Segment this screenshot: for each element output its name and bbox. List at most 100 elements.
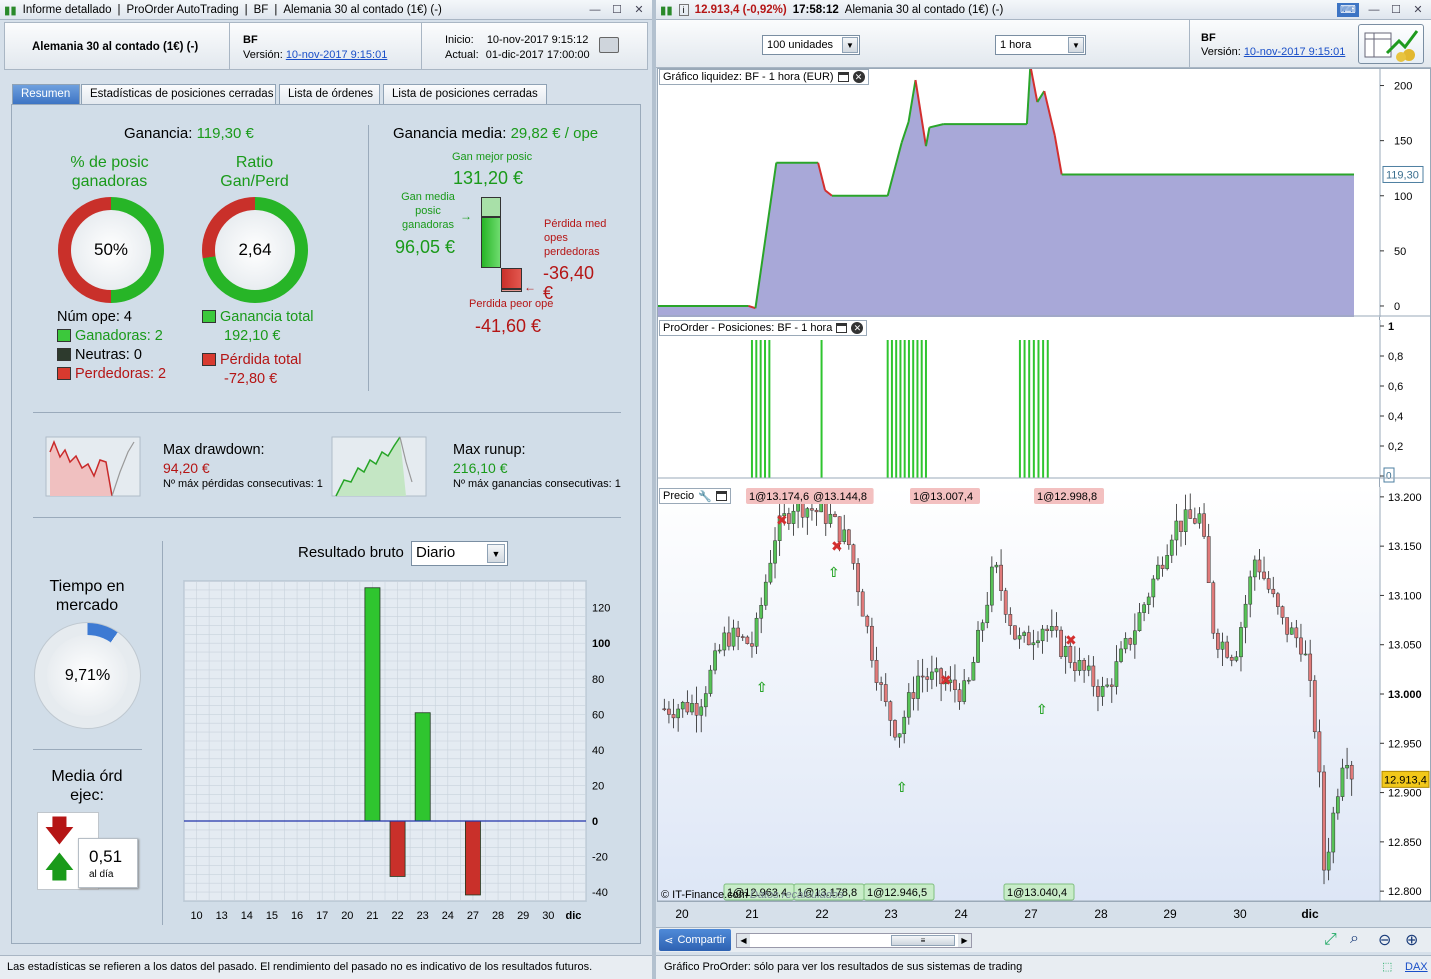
maximize-icon[interactable]: ☐: [612, 4, 622, 16]
x-tick-label: dic: [565, 910, 581, 922]
candle: [980, 622, 985, 631]
x-tick-label: 20: [675, 907, 689, 921]
order-label-bg: [863, 883, 935, 901]
candle: [842, 529, 847, 542]
chevron-down-icon[interactable]: ▼: [1068, 37, 1084, 53]
y-tick-label: 100: [592, 638, 610, 650]
window-icon[interactable]: [836, 323, 848, 333]
close-icon[interactable]: ✕: [1413, 4, 1423, 16]
share-button[interactable]: ⋖ Compartir: [659, 929, 731, 951]
avg-loss-bar: [501, 268, 522, 289]
window-icon[interactable]: [715, 491, 727, 501]
tab-closed-stats[interactable]: Estadísticas de posiciones cerradas: [81, 84, 276, 104]
candle: [736, 627, 740, 637]
right-version-link[interactable]: 10-nov-2017 9:15:01: [1243, 46, 1346, 58]
equity-segment: [907, 79, 917, 123]
close-circle-icon[interactable]: ✕: [852, 71, 865, 83]
x-tick-label: 27: [467, 910, 479, 922]
units-select[interactable]: 100 unidades ▼: [762, 35, 860, 55]
tab-closed-positions[interactable]: Lista de posiciones cerradas: [383, 84, 547, 104]
printer-icon[interactable]: [599, 37, 619, 53]
y-tick-label: 0: [1394, 301, 1400, 313]
tab-orders[interactable]: Lista de órdenes: [279, 84, 380, 104]
close-icon[interactable]: ✕: [634, 4, 644, 16]
candle: [1017, 635, 1022, 640]
candle: [1142, 604, 1146, 613]
instrument-name: Alemania 30 al contado (1€) (-): [32, 41, 199, 53]
minimize-icon[interactable]: —: [1368, 3, 1380, 16]
window-icon[interactable]: [837, 72, 849, 82]
chevron-down-icon[interactable]: ▼: [842, 37, 858, 53]
y-tick-label: 0,2: [1388, 441, 1403, 453]
equity-segment: [1053, 134, 1063, 175]
candle: [920, 675, 925, 678]
timeframe-select[interactable]: 1 hora ▼: [995, 35, 1086, 55]
instrument-icon: ⬚: [1382, 961, 1393, 973]
zoom-area-icon[interactable]: ⌕: [1350, 930, 1359, 947]
maximize-icon[interactable]: ☐: [1391, 4, 1401, 16]
zoom-out-icon[interactable]: ⊖: [1378, 932, 1392, 949]
equity-segment: [817, 162, 827, 191]
x-tick-label: 24: [954, 907, 968, 921]
candle: [1068, 645, 1073, 663]
scroll-left-icon[interactable]: ◀: [737, 934, 750, 947]
candle: [1031, 642, 1036, 646]
candle: [1151, 578, 1156, 598]
y-tick-label: 0,4: [1388, 411, 1403, 423]
report-icon[interactable]: [1358, 24, 1424, 64]
x-tick-label: 23: [884, 907, 898, 921]
last-price-label: 12.913,4: [1384, 774, 1427, 786]
candle: [1119, 648, 1123, 662]
tab-resumen[interactable]: Resumen: [12, 84, 80, 104]
ratio-label-1: Ratio: [235, 154, 274, 171]
buy-arrow-icon: ⇧: [756, 680, 768, 696]
period-select[interactable]: Diario ▼: [411, 541, 508, 566]
consec-gains: Nº máx ganancias consecutivas: 1: [453, 478, 621, 490]
zoom-in-icon[interactable]: ⊕: [1405, 932, 1419, 949]
candle: [722, 632, 727, 651]
keyboard-icon[interactable]: ⌨: [1337, 2, 1359, 17]
title-part-2: ProOrder AutoTrading: [126, 3, 239, 16]
orders-label-2: ejec:: [70, 787, 104, 804]
y-tick-label: 200: [1394, 81, 1412, 93]
orders-value: 0,51: [89, 847, 123, 866]
scroll-thumb[interactable]: ≡: [891, 935, 955, 946]
wrench-icon[interactable]: 🔧: [698, 490, 712, 503]
info-icon[interactable]: i: [678, 3, 689, 16]
buy-arrow-icon: ⇧: [828, 565, 840, 581]
x-tick-label: 17: [316, 910, 328, 922]
candle: [1225, 641, 1229, 658]
candle: [1280, 606, 1285, 618]
candle: [1197, 513, 1202, 524]
horizontal-scrollbar[interactable]: ◀ ≡ ▶: [736, 933, 972, 948]
candle: [828, 513, 833, 524]
minimize-icon[interactable]: —: [589, 3, 601, 16]
candle: [860, 591, 865, 617]
dax-link[interactable]: DAX: [1405, 961, 1428, 973]
x-tick-label: 21: [745, 907, 759, 921]
chevron-down-icon[interactable]: ▼: [487, 544, 505, 563]
y-tick-label: -20: [592, 852, 608, 864]
right-footer: Gráfico ProOrder: sólo para ver los resu…: [656, 955, 1431, 979]
fit-chart-icon[interactable]: ⤢: [1324, 931, 1337, 948]
version-link[interactable]: 10-nov-2017 9:15:01: [285, 49, 388, 61]
candle: [1335, 796, 1340, 814]
units-select-value: 100 unidades: [767, 39, 834, 51]
total-loss-value: -72,80 €: [224, 371, 278, 387]
candle: [893, 720, 897, 738]
right-system-name: BF: [1201, 32, 1216, 44]
scroll-right-icon[interactable]: ▶: [958, 934, 971, 947]
candle: [897, 733, 902, 738]
y-tick-label: -40: [592, 887, 608, 899]
sell-cross-icon: ✖: [940, 673, 952, 689]
candle: [1123, 638, 1128, 650]
candle: [1349, 764, 1354, 780]
chart-app-icon: ▮▮: [4, 4, 17, 17]
close-circle-icon[interactable]: ✕: [851, 322, 864, 334]
candle: [1137, 612, 1142, 632]
candle: [1063, 645, 1068, 657]
orders-unit: al día: [89, 869, 114, 880]
candle: [906, 692, 911, 718]
candle: [837, 516, 842, 542]
equity-segment: [1043, 90, 1056, 136]
